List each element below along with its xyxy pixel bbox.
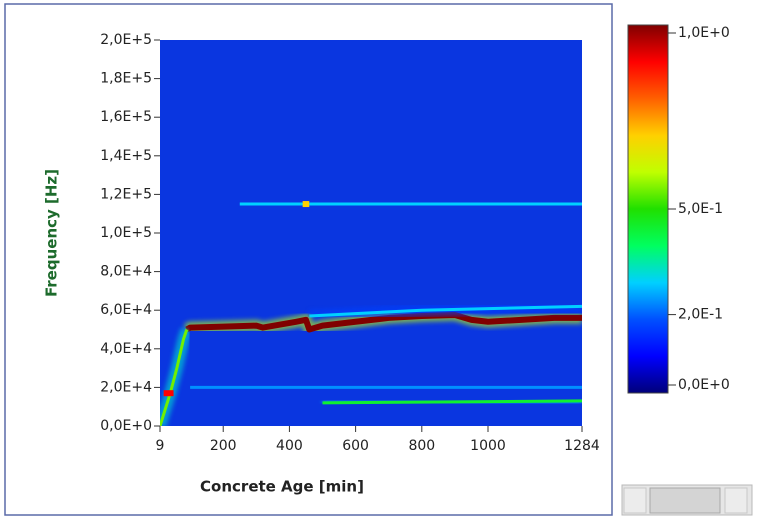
x-tick-label: 1284 [564, 438, 600, 454]
plot-area [160, 40, 582, 426]
x-tick-label: 400 [276, 438, 303, 454]
y-tick-label: 1,4E+5 [100, 148, 152, 164]
scroll-right[interactable] [724, 487, 748, 514]
y-axis-label: Frequency [Hz] [43, 169, 61, 297]
x-tick-label: 1000 [470, 438, 506, 454]
colorbar [627, 24, 669, 394]
scroll-thumb[interactable] [649, 487, 721, 514]
y-tick-label: 0,0E+0 [100, 418, 152, 434]
colorbar-tick-label: 2,0E-1 [678, 307, 723, 323]
y-tick-label: 1,2E+5 [100, 186, 152, 202]
colorbar-tick-label: 0,0E+0 [678, 377, 730, 393]
colorbar-tick-label: 1,0E+0 [678, 25, 730, 41]
x-tick-label: 600 [342, 438, 369, 454]
y-tick-label: 8,0E+4 [100, 264, 152, 280]
ridge [322, 399, 582, 405]
ridge [185, 312, 582, 333]
ridge [309, 304, 582, 318]
y-tick-label: 2,0E+4 [100, 379, 152, 395]
ridge [160, 329, 189, 426]
x-axis-label: Concrete Age [min] [200, 478, 364, 496]
y-tick-label: 6,0E+4 [100, 302, 152, 318]
y-tick-label: 4,0E+4 [100, 341, 152, 357]
y-tick-label: 1,8E+5 [100, 71, 152, 87]
y-tick-label: 1,6E+5 [100, 109, 152, 125]
colorbar-tick-label: 5,0E-1 [678, 201, 723, 217]
scroll-left[interactable] [623, 487, 647, 514]
x-tick-label: 9 [156, 438, 165, 454]
y-tick-label: 2,0E+5 [100, 32, 152, 48]
x-tick-label: 800 [408, 438, 435, 454]
x-tick-label: 200 [210, 438, 237, 454]
y-tick-label: 1,0E+5 [100, 225, 152, 241]
